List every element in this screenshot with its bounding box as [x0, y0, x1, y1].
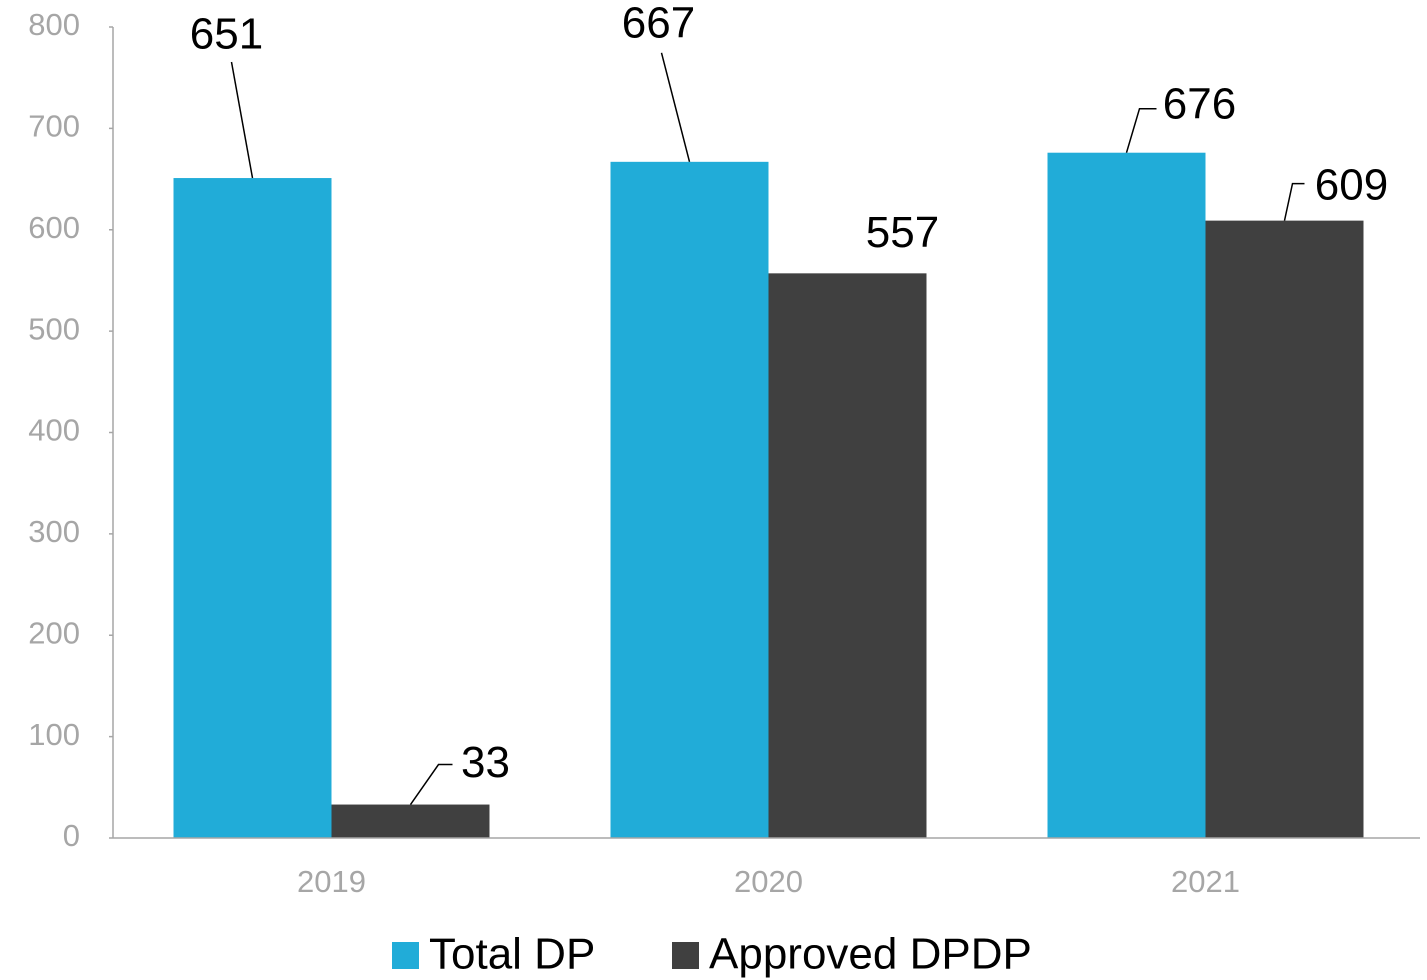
leader-line [1125, 107, 1157, 153]
legend-label: Total DP [429, 930, 595, 979]
bar [1047, 152, 1206, 838]
legend-swatch [672, 942, 699, 969]
x-tick-label: 2019 [297, 864, 366, 899]
bar [1205, 220, 1364, 839]
leader-line [660, 52, 691, 163]
bar [610, 161, 769, 839]
x-tick-label: 2020 [734, 864, 803, 899]
value-label: 667 [622, 0, 695, 47]
leader-line [409, 763, 453, 805]
y-tick-label: 100 [28, 717, 80, 752]
y-tick-label: 800 [28, 7, 80, 42]
y-tick-label: 600 [28, 210, 80, 245]
y-tick-label: 0 [63, 818, 80, 853]
y-tick-label: 200 [28, 615, 80, 650]
y-tick-label: 700 [28, 109, 80, 144]
bar [331, 804, 490, 838]
value-label: 557 [866, 208, 939, 257]
y-tick-label: 500 [28, 311, 80, 346]
leader-line [1283, 182, 1305, 221]
legend-label: Approved DPDP [709, 930, 1032, 979]
value-label: 676 [1163, 79, 1236, 128]
value-label: 651 [190, 10, 263, 59]
y-tick-label: 400 [28, 413, 80, 448]
leader-line [230, 61, 254, 179]
y-tick-label: 300 [28, 514, 80, 549]
value-label: 33 [461, 738, 510, 787]
x-tick-label: 2021 [1171, 864, 1240, 899]
bar [173, 178, 332, 838]
legend-swatch [392, 942, 419, 969]
bar [768, 273, 927, 838]
value-label: 609 [1315, 160, 1388, 209]
